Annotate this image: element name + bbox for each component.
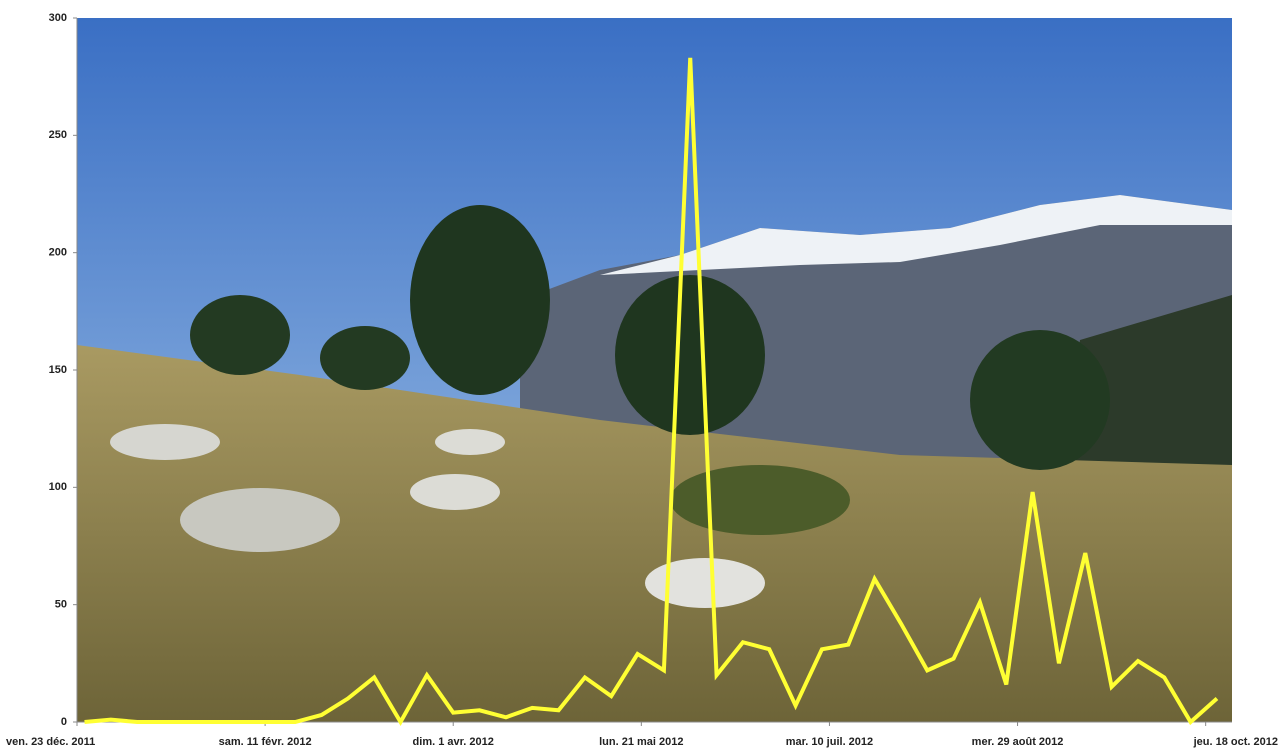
y-tick-label: 100 xyxy=(49,481,67,493)
x-tick-label: ven. 23 déc. 2011 xyxy=(6,736,95,748)
background-photo xyxy=(77,18,1232,722)
data-line xyxy=(84,57,1219,727)
x-tick-label: mer. 29 août 2012 xyxy=(972,736,1064,748)
x-tick-label: mar. 10 juil. 2012 xyxy=(786,736,873,748)
x-tick-label: sam. 11 févr. 2012 xyxy=(219,736,312,748)
y-tick-label: 0 xyxy=(61,716,67,728)
y-tick-label: 250 xyxy=(49,129,67,141)
y-tick-label: 50 xyxy=(55,599,67,611)
x-tick-label: jeu. 18 oct. 2012 xyxy=(1193,736,1278,748)
y-tick-label: 200 xyxy=(49,247,67,259)
x-tick-label: lun. 21 mai 2012 xyxy=(599,736,683,748)
x-tick-label: dim. 1 avr. 2012 xyxy=(413,736,494,748)
y-tick-label: 300 xyxy=(49,12,67,24)
y-tick-label: 150 xyxy=(49,364,67,376)
